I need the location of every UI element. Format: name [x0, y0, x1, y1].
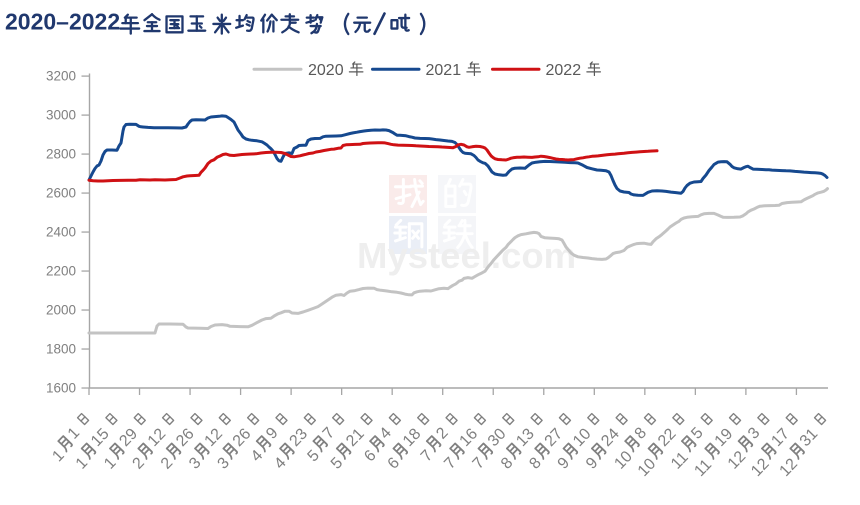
svg-text:2000: 2000	[46, 303, 76, 318]
svg-text:1800: 1800	[46, 342, 76, 357]
svg-text:2600: 2600	[46, 186, 76, 201]
svg-text:2400: 2400	[46, 225, 76, 240]
svg-text:3000: 3000	[46, 108, 76, 123]
svg-text:Mysteel.com: Mysteel.com	[357, 235, 576, 276]
svg-text:2800: 2800	[46, 147, 76, 162]
svg-text:2200: 2200	[46, 264, 76, 279]
svg-text:2021: 2021	[426, 62, 462, 79]
svg-text:3200: 3200	[46, 69, 76, 84]
svg-text:2022: 2022	[546, 62, 582, 79]
svg-text:2020: 2020	[308, 62, 344, 79]
svg-text:1600: 1600	[46, 381, 76, 396]
svg-text:2020–2022: 2020–2022	[5, 9, 120, 35]
